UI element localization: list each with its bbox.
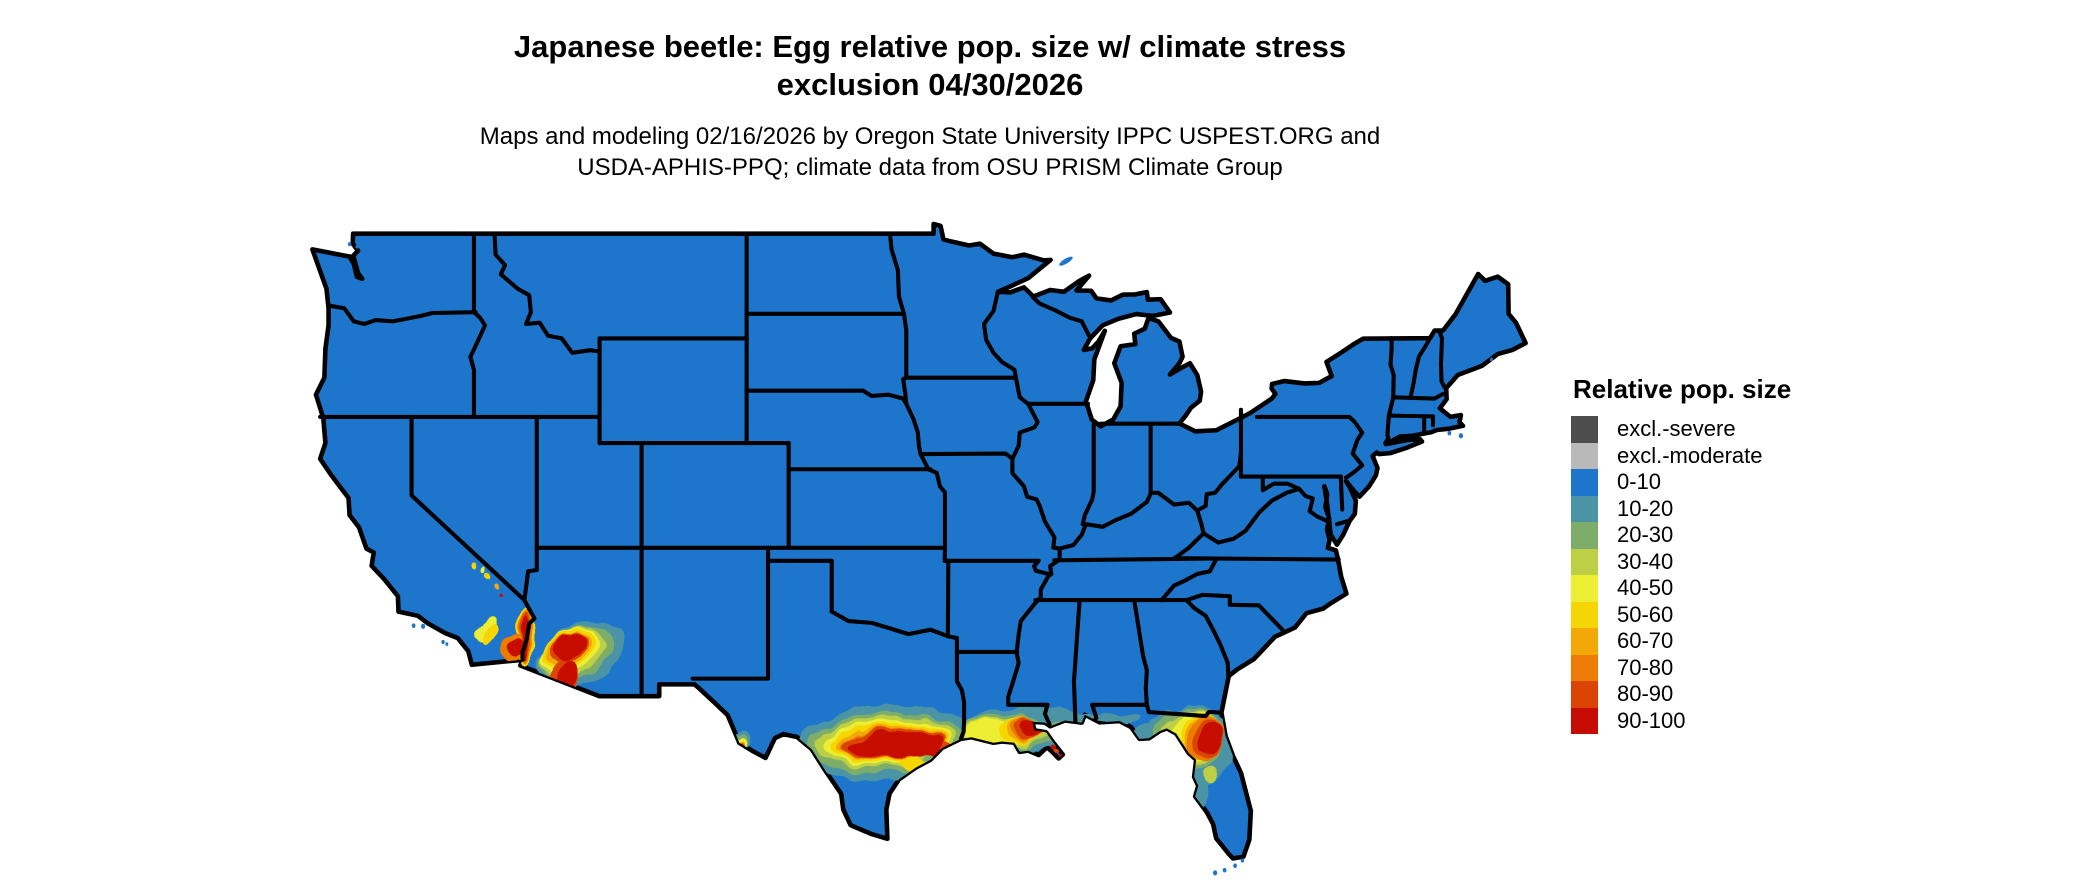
- us-map-svg: [296, 218, 1546, 888]
- legend-label: 90-100: [1617, 707, 1686, 733]
- legend-row: 50-60: [1571, 601, 1791, 628]
- legend-row: 20-30: [1571, 522, 1791, 549]
- hotspot-arizona: [472, 560, 625, 695]
- legend-row: excl.-moderate: [1571, 442, 1791, 469]
- legend-swatch-20-30: [1571, 522, 1598, 549]
- legend-label: 20-30: [1617, 522, 1674, 548]
- legend: Relative pop. size excl.-severe excl.-mo…: [1571, 376, 1791, 734]
- legend-row: 0-10: [1571, 469, 1791, 496]
- legend-label: 30-40: [1617, 548, 1674, 574]
- legend-title: Relative pop. size: [1573, 374, 1792, 404]
- legend-label: excl.-severe: [1617, 416, 1736, 442]
- legend-label: 10-20: [1617, 495, 1674, 521]
- legend-row: 60-70: [1571, 628, 1791, 655]
- legend-swatch-0-10: [1571, 469, 1598, 496]
- map-subtitle-line2: USDA-APHIS-PPQ; climate data from OSU PR…: [577, 154, 1283, 181]
- legend-swatch-70-80: [1571, 654, 1598, 681]
- legend-label: 70-80: [1617, 654, 1674, 680]
- us-choropleth-map: [296, 218, 1546, 888]
- legend-label: 60-70: [1617, 628, 1674, 654]
- legend-swatch-excl-severe: [1571, 416, 1598, 443]
- legend-label: 50-60: [1617, 601, 1674, 627]
- legend-row: 90-100: [1571, 707, 1791, 734]
- legend-row: 30-40: [1571, 548, 1791, 575]
- legend-row: 10-20: [1571, 495, 1791, 522]
- map-title-line2: exclusion 04/30/2026: [776, 67, 1084, 102]
- map-title-line1: Japanese beetle: Egg relative pop. size …: [513, 29, 1347, 64]
- legend-label: 80-90: [1617, 681, 1674, 707]
- legend-label: 40-50: [1617, 575, 1674, 601]
- legend-swatch-30-40: [1571, 548, 1598, 575]
- legend-swatch-80-90: [1571, 681, 1598, 708]
- legend-swatch-90-100: [1571, 707, 1598, 734]
- map-subtitle-line1: Maps and modeling 02/16/2026 by Oregon S…: [479, 123, 1381, 150]
- map-title: Japanese beetle: Egg relative pop. size …: [0, 28, 1860, 104]
- map-subtitle: Maps and modeling 02/16/2026 by Oregon S…: [0, 121, 1860, 183]
- state-borders: [320, 234, 1445, 739]
- legend-row: 80-90: [1571, 681, 1791, 708]
- legend-label: excl.-moderate: [1617, 442, 1763, 468]
- legend-label: 0-10: [1617, 469, 1662, 495]
- legend-items: excl.-severe excl.-moderate 0-10 10-20 2…: [1571, 416, 1791, 734]
- legend-row: 40-50: [1571, 575, 1791, 602]
- legend-swatch-excl-moderate: [1571, 442, 1598, 469]
- islands: [347, 242, 1493, 876]
- legend-swatch-60-70: [1571, 628, 1598, 655]
- legend-row: excl.-severe: [1571, 416, 1791, 443]
- legend-swatch-40-50: [1571, 575, 1598, 602]
- legend-row: 70-80: [1571, 654, 1791, 681]
- legend-swatch-50-60: [1571, 601, 1598, 628]
- legend-swatch-10-20: [1571, 495, 1598, 522]
